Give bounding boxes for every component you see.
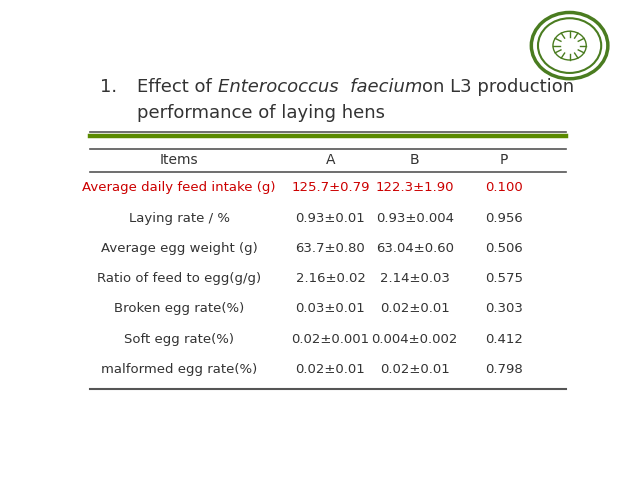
Text: 0.93±0.01: 0.93±0.01	[296, 212, 365, 225]
Text: 0.506: 0.506	[485, 242, 523, 255]
Text: 0.02±0.01: 0.02±0.01	[380, 302, 450, 315]
Text: 2.14±0.03: 2.14±0.03	[380, 272, 450, 285]
Text: 0.02±0.01: 0.02±0.01	[296, 363, 365, 376]
Text: Enterococcus  faecium: Enterococcus faecium	[218, 78, 422, 96]
Text: 0.93±0.004: 0.93±0.004	[376, 212, 454, 225]
Text: 0.412: 0.412	[485, 333, 523, 346]
Text: 2.16±0.02: 2.16±0.02	[296, 272, 365, 285]
Text: malformed egg rate(%): malformed egg rate(%)	[101, 363, 257, 376]
Text: 63.04±0.60: 63.04±0.60	[376, 242, 454, 255]
Text: Average egg weight (g): Average egg weight (g)	[101, 242, 257, 255]
Text: A: A	[326, 153, 335, 168]
Text: 0.956: 0.956	[485, 212, 523, 225]
Text: 0.02±0.001: 0.02±0.001	[291, 333, 369, 346]
Text: 0.798: 0.798	[485, 363, 523, 376]
Text: Ratio of feed to egg(g/g): Ratio of feed to egg(g/g)	[97, 272, 261, 285]
Text: performance of laying hens: performance of laying hens	[137, 104, 385, 122]
Text: 0.100: 0.100	[485, 181, 523, 194]
Text: Effect of: Effect of	[137, 78, 218, 96]
Text: Laying rate / %: Laying rate / %	[129, 212, 230, 225]
Text: Broken egg rate(%): Broken egg rate(%)	[114, 302, 244, 315]
Text: on L3 production: on L3 production	[422, 78, 574, 96]
Text: P: P	[500, 153, 508, 168]
Text: Items: Items	[160, 153, 198, 168]
Text: 0.303: 0.303	[485, 302, 523, 315]
Text: Average daily feed intake (g): Average daily feed intake (g)	[83, 181, 276, 194]
Text: 125.7±0.79: 125.7±0.79	[291, 181, 370, 194]
Text: 122.3±1.90: 122.3±1.90	[376, 181, 454, 194]
Text: 63.7±0.80: 63.7±0.80	[296, 242, 365, 255]
Text: 0.02±0.01: 0.02±0.01	[380, 363, 450, 376]
Text: 1.: 1.	[100, 78, 117, 96]
Text: 0.575: 0.575	[485, 272, 523, 285]
Text: 0.03±0.01: 0.03±0.01	[296, 302, 365, 315]
Text: B: B	[410, 153, 420, 168]
Text: 0.004±0.002: 0.004±0.002	[372, 333, 458, 346]
Text: Soft egg rate(%): Soft egg rate(%)	[124, 333, 234, 346]
